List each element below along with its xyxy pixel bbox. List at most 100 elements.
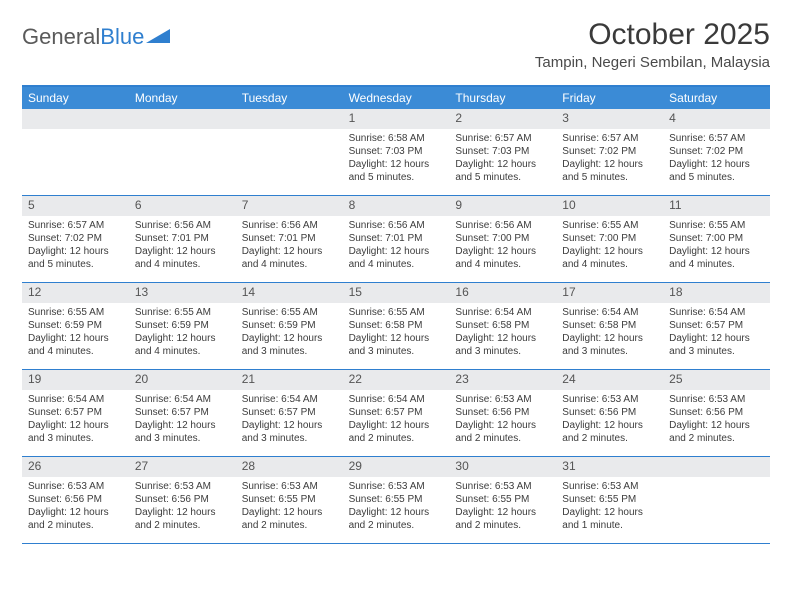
calendar-cell: 10Sunrise: 6:55 AMSunset: 7:00 PMDayligh… bbox=[556, 196, 663, 282]
day-number: 18 bbox=[663, 283, 770, 303]
day-header-row: Sunday Monday Tuesday Wednesday Thursday… bbox=[22, 87, 770, 109]
day-header: Wednesday bbox=[343, 87, 450, 109]
week-row: 5Sunrise: 6:57 AMSunset: 7:02 PMDaylight… bbox=[22, 196, 770, 283]
cell-line: Sunset: 7:02 PM bbox=[562, 145, 657, 158]
cell-line: Sunrise: 6:56 AM bbox=[455, 219, 550, 232]
calendar-cell: 14Sunrise: 6:55 AMSunset: 6:59 PMDayligh… bbox=[236, 283, 343, 369]
cell-line: Sunrise: 6:53 AM bbox=[562, 480, 657, 493]
cell-line: Sunrise: 6:53 AM bbox=[455, 393, 550, 406]
cell-line: Sunrise: 6:57 AM bbox=[562, 132, 657, 145]
calendar-cell: 23 Sunrise: 6:53 AMSunset: 6:56 PMDayligh… bbox=[449, 370, 556, 456]
day-number: 11 bbox=[663, 196, 770, 216]
logo-text-blue: Blue bbox=[100, 24, 144, 50]
week-row: 26Sunrise: 6:53 AMSunset: 6:56 PMDayligh… bbox=[22, 457, 770, 544]
cell-line: Sunrise: 6:55 AM bbox=[242, 306, 337, 319]
calendar-cell: 13Sunrise: 6:55 AMSunset: 6:59 PMDayligh… bbox=[129, 283, 236, 369]
cell-line: Sunset: 6:56 PM bbox=[455, 406, 550, 419]
cell-line: Sunset: 6:55 PM bbox=[349, 493, 444, 506]
calendar-cell: 11Sunrise: 6:55 AMSunset: 7:00 PMDayligh… bbox=[663, 196, 770, 282]
cell-line: Sunrise: 6:53 AM bbox=[135, 480, 230, 493]
cell-line: Daylight: 12 hours and 3 minutes. bbox=[242, 332, 337, 358]
cell-line: Sunset: 6:57 PM bbox=[349, 406, 444, 419]
cell-line: Sunrise: 6:57 AM bbox=[669, 132, 764, 145]
cell-line: Sunset: 6:58 PM bbox=[349, 319, 444, 332]
cell-line: Sunset: 7:01 PM bbox=[135, 232, 230, 245]
cell-line: Sunset: 6:56 PM bbox=[135, 493, 230, 506]
cell-body: Sunrise: 6:55 AMSunset: 6:58 PMDaylight:… bbox=[343, 303, 450, 362]
cell-line: Daylight: 12 hours and 3 minutes. bbox=[349, 332, 444, 358]
title-block: October 2025 Tampin, Negeri Sembilan, Ma… bbox=[535, 18, 770, 71]
cell-line: Sunrise: 6:58 AM bbox=[349, 132, 444, 145]
cell-body bbox=[22, 129, 129, 189]
cell-line: Sunset: 7:02 PM bbox=[28, 232, 123, 245]
cell-body bbox=[663, 477, 770, 537]
day-number bbox=[129, 109, 236, 129]
cell-line: Sunset: 6:55 PM bbox=[242, 493, 337, 506]
calendar-cell: 19Sunrise: 6:54 AMSunset: 6:57 PMDayligh… bbox=[22, 370, 129, 456]
cell-line: Daylight: 12 hours and 5 minutes. bbox=[349, 158, 444, 184]
day-number: 23 bbox=[449, 370, 556, 390]
cell-line: Sunrise: 6:55 AM bbox=[562, 219, 657, 232]
calendar-cell: 21Sunrise: 6:54 AMSunset: 6:57 PMDayligh… bbox=[236, 370, 343, 456]
week-row: 19Sunrise: 6:54 AMSunset: 6:57 PMDayligh… bbox=[22, 370, 770, 457]
day-number: 8 bbox=[343, 196, 450, 216]
cell-body: Sunrise: 6:56 AMSunset: 7:00 PMDaylight:… bbox=[449, 216, 556, 275]
week-row: 12Sunrise: 6:55 AMSunset: 6:59 PMDayligh… bbox=[22, 283, 770, 370]
calendar-cell: 2Sunrise: 6:57 AMSunset: 7:03 PMDaylight… bbox=[449, 109, 556, 195]
cell-line: Sunset: 6:57 PM bbox=[135, 406, 230, 419]
cell-line: Sunset: 6:59 PM bbox=[135, 319, 230, 332]
calendar-cell: 9Sunrise: 6:56 AMSunset: 7:00 PMDaylight… bbox=[449, 196, 556, 282]
cell-body: Sunrise: 6:57 AMSunset: 7:02 PMDaylight:… bbox=[663, 129, 770, 188]
calendar-cell: 24Sunrise: 6:53 AMSunset: 6:56 PMDayligh… bbox=[556, 370, 663, 456]
cell-line: Daylight: 12 hours and 4 minutes. bbox=[455, 245, 550, 271]
calendar-cell: 4Sunrise: 6:57 AMSunset: 7:02 PMDaylight… bbox=[663, 109, 770, 195]
cell-line: Daylight: 12 hours and 2 minutes. bbox=[242, 506, 337, 532]
cell-line: Sunset: 6:56 PM bbox=[28, 493, 123, 506]
cell-body: Sunrise: 6:53 AMSunset: 6:55 PMDaylight:… bbox=[449, 477, 556, 536]
cell-line: Sunrise: 6:56 AM bbox=[349, 219, 444, 232]
cell-line: Sunrise: 6:54 AM bbox=[242, 393, 337, 406]
week-row: 1Sunrise: 6:58 AMSunset: 7:03 PMDaylight… bbox=[22, 109, 770, 196]
cell-body: Sunrise: 6:57 AMSunset: 7:02 PMDaylight:… bbox=[22, 216, 129, 275]
cell-line: Sunrise: 6:53 AM bbox=[669, 393, 764, 406]
cell-line: Daylight: 12 hours and 2 minutes. bbox=[455, 506, 550, 532]
logo-triangle-icon bbox=[146, 27, 172, 45]
day-number bbox=[663, 457, 770, 477]
cell-body: Sunrise: 6:54 AMSunset: 6:57 PMDaylight:… bbox=[343, 390, 450, 449]
calendar-cell: 20Sunrise: 6:54 AMSunset: 6:57 PMDayligh… bbox=[129, 370, 236, 456]
day-number: 17 bbox=[556, 283, 663, 303]
cell-line: Sunrise: 6:54 AM bbox=[455, 306, 550, 319]
cell-line: Sunset: 7:01 PM bbox=[242, 232, 337, 245]
cell-line: Sunset: 6:57 PM bbox=[669, 319, 764, 332]
calendar-cell: 18Sunrise: 6:54 AMSunset: 6:57 PMDayligh… bbox=[663, 283, 770, 369]
cell-line: Sunset: 6:56 PM bbox=[562, 406, 657, 419]
day-number: 20 bbox=[129, 370, 236, 390]
calendar-cell bbox=[663, 457, 770, 543]
calendar-cell: 15Sunrise: 6:55 AMSunset: 6:58 PMDayligh… bbox=[343, 283, 450, 369]
calendar-cell: 29Sunrise: 6:53 AMSunset: 6:55 PMDayligh… bbox=[343, 457, 450, 543]
cell-line: Sunrise: 6:54 AM bbox=[562, 306, 657, 319]
cell-line: Daylight: 12 hours and 2 minutes. bbox=[455, 419, 550, 445]
cell-line: Sunset: 6:56 PM bbox=[669, 406, 764, 419]
calendar-cell bbox=[22, 109, 129, 195]
cell-line: Sunset: 6:57 PM bbox=[242, 406, 337, 419]
cell-line: Sunrise: 6:53 AM bbox=[242, 480, 337, 493]
calendar-cell bbox=[236, 109, 343, 195]
day-number: 30 bbox=[449, 457, 556, 477]
cell-line: Daylight: 12 hours and 5 minutes. bbox=[455, 158, 550, 184]
cell-body bbox=[236, 129, 343, 189]
calendar: Sunday Monday Tuesday Wednesday Thursday… bbox=[22, 85, 770, 544]
cell-body: Sunrise: 6:55 AMSunset: 6:59 PMDaylight:… bbox=[129, 303, 236, 362]
day-header: Saturday bbox=[663, 87, 770, 109]
cell-line: Sunset: 7:03 PM bbox=[349, 145, 444, 158]
cell-body bbox=[129, 129, 236, 189]
cell-line: Sunset: 6:58 PM bbox=[455, 319, 550, 332]
cell-line: Sunrise: 6:56 AM bbox=[135, 219, 230, 232]
cell-line: Sunset: 7:00 PM bbox=[455, 232, 550, 245]
calendar-cell: 31Sunrise: 6:53 AMSunset: 6:55 PMDayligh… bbox=[556, 457, 663, 543]
calendar-cell: 3Sunrise: 6:57 AMSunset: 7:02 PMDaylight… bbox=[556, 109, 663, 195]
calendar-cell: 12Sunrise: 6:55 AMSunset: 6:59 PMDayligh… bbox=[22, 283, 129, 369]
cell-line: Sunrise: 6:54 AM bbox=[349, 393, 444, 406]
day-number: 31 bbox=[556, 457, 663, 477]
day-header: Friday bbox=[556, 87, 663, 109]
